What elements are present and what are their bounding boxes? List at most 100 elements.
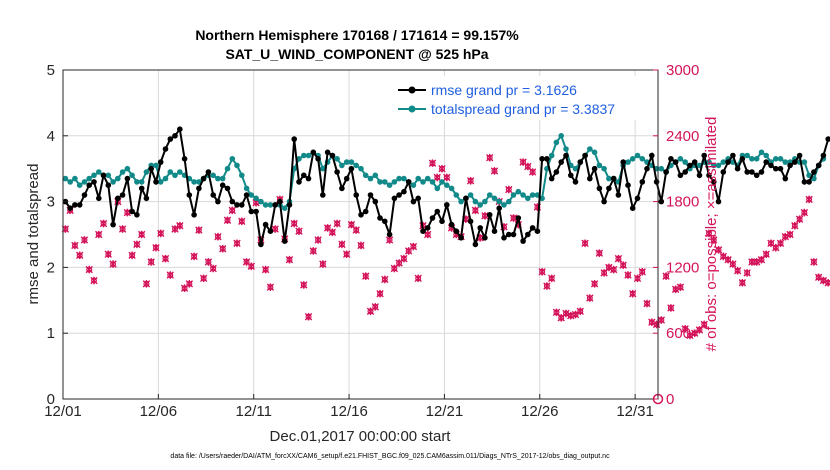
totalspread-point xyxy=(115,175,121,182)
obs-count-point xyxy=(609,265,618,274)
rmse-point xyxy=(529,225,536,231)
rmse-point xyxy=(377,215,383,221)
rmse-point xyxy=(72,202,78,208)
obs-count-point xyxy=(433,173,441,182)
obs-count-point xyxy=(362,272,370,280)
rmse-point xyxy=(787,162,793,169)
totalspread-point xyxy=(629,156,636,162)
rmse-point xyxy=(181,156,188,162)
obs-count-point xyxy=(643,299,651,308)
totalspread-point xyxy=(410,182,417,188)
obs-count-point xyxy=(214,232,222,241)
obs-count-point xyxy=(109,260,117,268)
rmse-point xyxy=(386,231,393,238)
totalspread-point xyxy=(806,172,812,179)
obs-count-point xyxy=(547,274,556,283)
rmse-point xyxy=(625,182,631,188)
rmse-point xyxy=(715,198,722,205)
obs-count-point xyxy=(624,271,632,279)
totalspread-point xyxy=(262,202,269,208)
rmse-point xyxy=(301,172,307,179)
rmse-point xyxy=(429,215,436,221)
totalspread-point xyxy=(258,198,264,205)
obs-count-point xyxy=(385,236,394,244)
rmse-point xyxy=(501,235,507,241)
totalspread-point xyxy=(515,188,522,195)
rmse-point xyxy=(768,162,774,169)
totalspread-point xyxy=(143,169,150,175)
legend-spread-marker xyxy=(408,105,416,113)
totalspread-point xyxy=(391,179,398,185)
obs-count-point xyxy=(199,274,208,283)
totalspread-point xyxy=(453,192,460,198)
totalspread-point xyxy=(353,162,360,169)
rmse-point xyxy=(153,179,159,185)
totalspread-point xyxy=(763,152,769,159)
rmse-point xyxy=(806,179,812,185)
rmse-point xyxy=(534,228,541,234)
obs-count-point xyxy=(791,221,799,230)
totalspread-point xyxy=(343,159,350,165)
rmse-point xyxy=(76,202,83,208)
rmse-point xyxy=(272,202,279,208)
totalspread-point xyxy=(334,156,340,162)
x-axis-ticks: 12/01 12/06 12/11 12/16 12/21 12/26 12/31 xyxy=(44,394,654,420)
totalspread-point xyxy=(296,156,302,162)
totalspread-point xyxy=(496,198,503,205)
rmse-point xyxy=(348,165,355,172)
rmse-point xyxy=(343,175,350,182)
rmse-point xyxy=(606,185,612,192)
rmse-point xyxy=(482,235,488,241)
obs-count-point xyxy=(662,272,670,280)
totalspread-point xyxy=(801,159,808,165)
rmse-point xyxy=(148,165,154,172)
rmse-point xyxy=(553,169,560,175)
obs-count-point xyxy=(676,283,685,291)
totalspread-point xyxy=(105,172,112,179)
y-left-tick-label: 1 xyxy=(47,325,55,342)
obs-count-point xyxy=(767,239,775,248)
totalspread-point xyxy=(191,179,197,185)
rmse-point xyxy=(239,202,245,208)
rmse-point xyxy=(253,208,259,215)
rmse-point xyxy=(539,156,545,162)
obs-count-point xyxy=(347,220,356,229)
x-tick-label: 12/21 xyxy=(426,403,464,420)
rmse-point xyxy=(134,212,140,218)
totalspread-point xyxy=(482,198,488,205)
rmse-point xyxy=(711,179,717,185)
obs-count-point xyxy=(152,243,160,252)
obs-count-point xyxy=(238,217,246,226)
totalspread-point xyxy=(444,182,450,188)
rmse-point xyxy=(792,159,798,165)
rmse-point xyxy=(81,192,88,198)
totalspread-point xyxy=(138,179,145,185)
totalspread-point xyxy=(677,156,684,162)
obs-count-point xyxy=(786,230,794,239)
y-right-tick-label: 2400 xyxy=(666,128,699,145)
totalspread-point xyxy=(210,172,216,179)
totalspread-point xyxy=(472,198,479,205)
rmse-point xyxy=(811,169,817,175)
rmse-point xyxy=(477,225,484,231)
obs-count-point xyxy=(133,240,141,249)
totalspread-point xyxy=(129,172,135,179)
totalspread-point xyxy=(320,165,326,172)
totalspread-point xyxy=(267,202,274,208)
obs-count-point xyxy=(490,167,499,175)
totalspread-point xyxy=(596,162,603,169)
totalspread-point xyxy=(811,175,817,182)
obs-count-point xyxy=(176,221,184,230)
totalspread-point xyxy=(777,156,784,162)
rmse-point xyxy=(701,152,707,159)
totalspread-point xyxy=(301,152,307,159)
rmse-point xyxy=(544,156,550,162)
totalspread-point xyxy=(386,182,393,188)
obs-count-point xyxy=(714,246,723,254)
obs-count-point xyxy=(209,264,217,273)
obs-count-point xyxy=(700,320,708,329)
obs-count-point xyxy=(319,260,327,268)
rmse-point xyxy=(758,169,765,175)
rmse-point xyxy=(258,241,264,248)
